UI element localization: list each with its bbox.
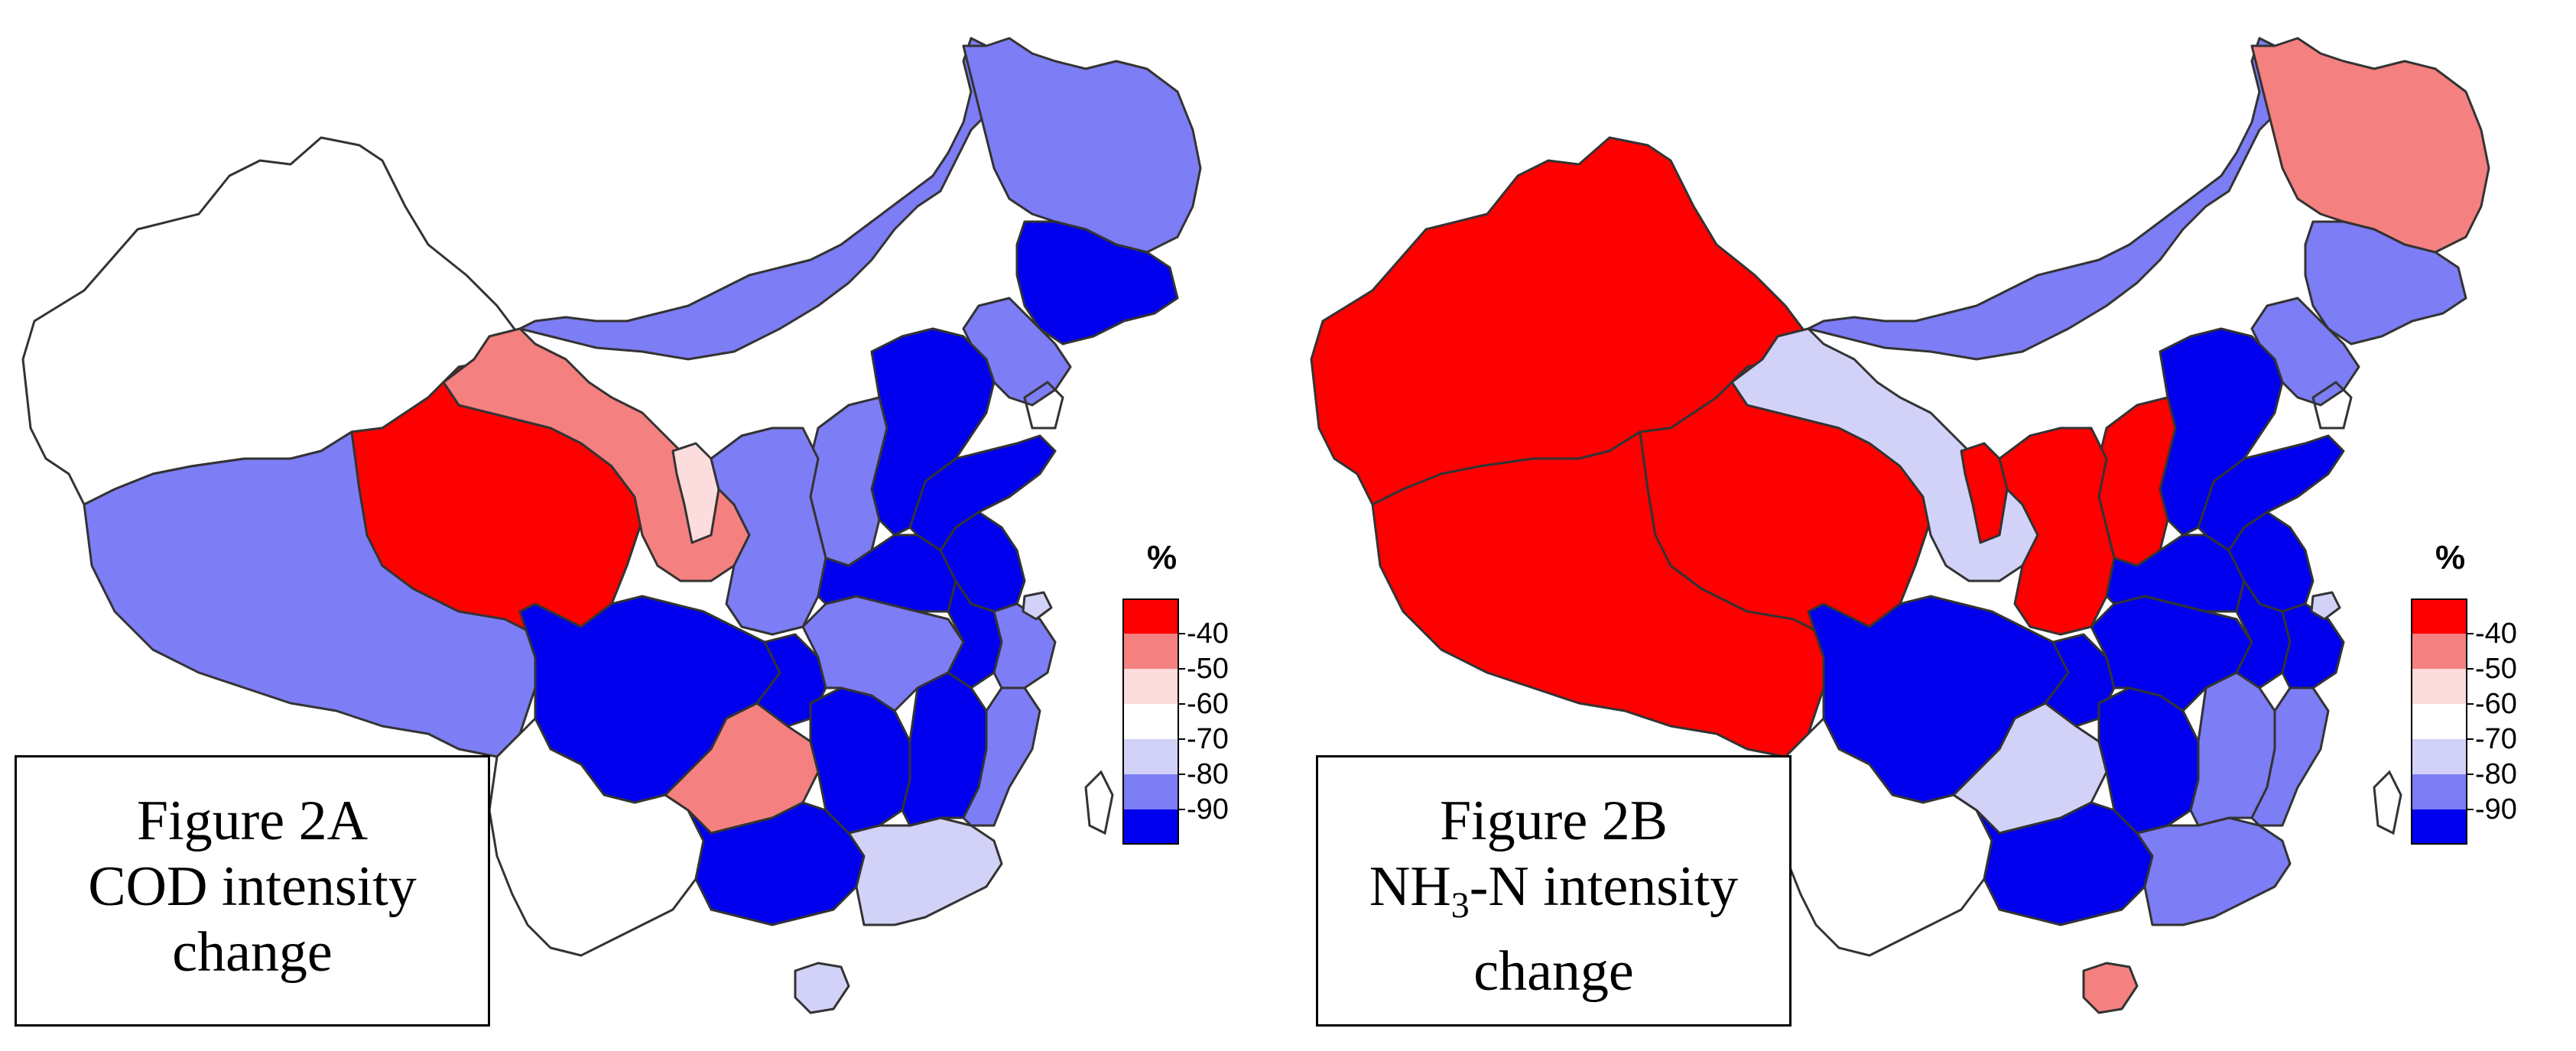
legend-cod: % -40 -50 -60 -70 -80 -90	[1122, 539, 1275, 875]
legend-tick	[1179, 633, 1185, 634]
legend-tick	[2467, 774, 2474, 775]
legend-swatch	[2411, 634, 2467, 669]
legend-swatch	[2411, 669, 2467, 704]
province-jilin	[1015, 220, 1179, 345]
legend-label: -50	[2475, 653, 2517, 685]
caption-title: Figure 2A	[136, 790, 369, 852]
legend-tick	[1179, 738, 1185, 740]
legend-swatch	[2411, 598, 2467, 634]
caption-title: Figure 2B	[1439, 790, 1668, 852]
legend-swatch	[2411, 739, 2467, 774]
legend-swatch	[1122, 739, 1179, 774]
legend-swatch	[1122, 774, 1179, 809]
legend-unit: %	[1147, 539, 1178, 576]
caption-box-2b: Figure 2B NH3-N intensity change	[1316, 755, 1792, 1027]
legend-swatch	[1122, 704, 1179, 739]
legend-label: -60	[2475, 688, 2517, 720]
caption-subtitle: COD intensity	[88, 855, 417, 918]
province-layer	[1310, 37, 2490, 1014]
province-hainan	[2082, 962, 2139, 1014]
outline-taiwan	[2373, 770, 2402, 835]
province-zhejiang	[2281, 602, 2345, 689]
legend-label: -50	[1187, 653, 1229, 685]
province-ningxia	[1960, 442, 2009, 544]
caption-box-2a: Figure 2A COD intensity change	[15, 755, 490, 1027]
legend-label: -80	[2475, 758, 2517, 790]
legend-label: -80	[1187, 758, 1229, 790]
province-heilongjiang	[962, 37, 1202, 254]
figure-2b: % -40 -50 -60 -70 -80 -90 Figure 2B NH3-N int…	[1288, 0, 2576, 1051]
province-ningxia	[671, 442, 720, 544]
outline-korea-bay	[2311, 381, 2353, 430]
legend-tick	[1179, 703, 1185, 705]
legend-tick	[2467, 668, 2474, 670]
china-map-nh3n	[1310, 37, 2490, 1014]
legend-tick	[2467, 703, 2474, 705]
province-inner-mongolia	[1807, 37, 2315, 361]
legend-label: -40	[2475, 618, 2517, 650]
legend-label: -70	[2475, 723, 2517, 755]
province-layer	[21, 37, 1202, 1014]
province-inner-mongolia	[518, 37, 1026, 361]
caption-subtitle-2: change	[172, 921, 333, 984]
province-guangdong	[2136, 816, 2292, 926]
legend-swatch	[2411, 704, 2467, 739]
legend-nh3n: % -40 -50 -60 -70 -80 -90	[2411, 539, 2564, 875]
legend-swatch	[1122, 598, 1179, 634]
legend-swatch	[2411, 774, 2467, 809]
legend-swatch	[1122, 634, 1179, 669]
province-hainan	[794, 962, 850, 1014]
china-map-cod	[21, 37, 1202, 1014]
province-guangdong	[847, 816, 1003, 926]
legend-label: -60	[1187, 688, 1229, 720]
legend-swatch	[2411, 809, 2467, 845]
legend-unit: %	[2435, 539, 2466, 576]
legend-tick	[1179, 809, 1185, 810]
legend-tick	[2467, 738, 2474, 740]
province-shandong	[2197, 434, 2345, 552]
province-fujian	[2250, 686, 2330, 827]
province-jilin	[2304, 220, 2467, 345]
province-shaanxi	[710, 427, 827, 636]
province-shanghai	[2310, 591, 2341, 621]
legend-label: -90	[1187, 793, 1229, 826]
legend-label: -90	[2475, 793, 2517, 826]
province-shanghai	[1022, 591, 1053, 621]
legend-swatch	[1122, 669, 1179, 704]
legend-label: -40	[1187, 618, 1229, 650]
caption-subtitle-2: change	[1473, 939, 1634, 1003]
province-shandong	[908, 434, 1057, 552]
province-heilongjiang	[2250, 37, 2490, 254]
outline-korea-bay	[1023, 381, 1064, 430]
figure-2a: % -40 -50 -60 -70 -80 -90 Figure 2A COD inten…	[15, 37, 1275, 1027]
province-fujian	[962, 686, 1041, 827]
province-shaanxi	[1998, 427, 2116, 636]
legend-swatch	[1122, 809, 1179, 845]
outline-taiwan	[1084, 770, 1114, 835]
legend-tick	[1179, 774, 1185, 775]
caption-subtitle: NH3-N intensity	[1369, 855, 1739, 926]
province-zhejiang	[992, 602, 1057, 689]
legend-tick	[1179, 668, 1185, 670]
legend-label: -70	[1187, 723, 1229, 755]
legend-tick	[2467, 809, 2474, 810]
legend-tick	[2467, 633, 2474, 634]
